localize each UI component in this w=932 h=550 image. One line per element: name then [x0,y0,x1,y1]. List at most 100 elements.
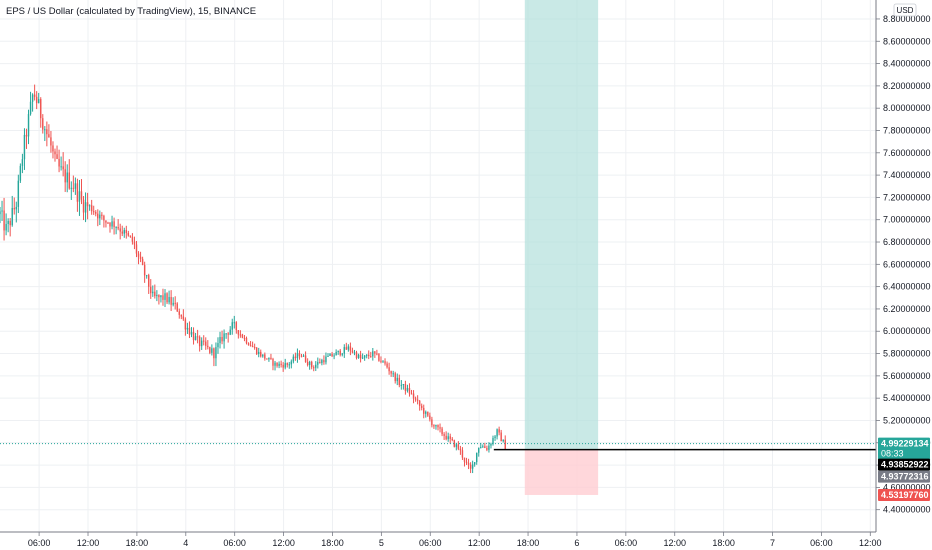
y-tick-label: 6.60000000 [883,259,931,269]
candle-body [3,210,5,231]
candle-body [152,291,154,294]
candle-body [280,363,282,365]
candle-body [72,187,75,189]
candle-body [92,211,95,213]
candle-body [284,363,286,368]
candle-body [365,354,368,356]
x-tick-label: 18:00 [126,538,149,548]
currency-badge[interactable]: USD [893,3,917,17]
candle-body [133,241,136,245]
candle-body [288,364,290,366]
candle-body [44,129,46,131]
candle-body [184,319,187,330]
candle-body [276,362,278,366]
candle-body [176,303,178,312]
x-tick-label: 18:00 [321,538,344,548]
candle-body [447,436,449,440]
candle-body [333,355,335,357]
candle-body [237,330,240,335]
candle-body [233,322,235,324]
candle-body [390,371,392,374]
candle-body [408,388,411,394]
candle-body [111,221,113,227]
candle-body [251,346,254,348]
candle-body [211,348,213,353]
candle-body [484,446,486,448]
candle-body [345,347,348,350]
candle-body [1,210,3,212]
candle-body [150,286,152,294]
candle-body [62,166,64,170]
candle-body [335,351,337,356]
price-badge: 4.93852922 [878,458,930,471]
candle-body [247,343,250,346]
candle-body [302,355,305,357]
candle-body [64,169,66,183]
candle-body [315,364,317,368]
candle-body [294,356,297,359]
position-zones[interactable] [524,0,599,495]
candle-body [457,444,460,449]
candle-body [416,399,419,401]
grid [0,0,876,532]
candle-body [262,354,264,357]
candle-body [90,205,93,212]
candle-body [109,222,111,227]
candle-body [343,347,346,354]
candle-body [0,211,1,215]
y-tick-label: 6.00000000 [883,326,931,336]
candle-body [68,172,70,189]
candle-body [221,336,223,342]
candle-body [186,327,189,330]
candle-body [412,393,415,399]
candle-body [11,207,13,226]
candle-body [170,297,172,305]
candle-body [23,134,26,160]
candle-body [337,350,339,352]
candle-body [17,180,20,207]
candle-body [347,346,350,350]
candle-body [325,356,327,363]
candle-body [363,355,366,358]
candle-body [463,457,466,462]
price-badge-label: 4.93852922 [881,460,929,470]
candle-body [56,154,58,159]
x-tick-label: 6 [574,538,579,548]
candle-body [353,352,356,354]
candle-body [423,407,425,414]
candle-body [27,114,30,137]
candle-body [394,373,396,382]
loss-zone [524,449,599,495]
candle-body [143,264,146,276]
candle-body [115,226,117,228]
candle-body [135,244,138,254]
candle-body [319,362,321,364]
candle-body [253,346,256,348]
candle-body [129,235,132,237]
candle-body [323,360,325,363]
candle-body [445,435,447,440]
candle-body [188,327,191,335]
candle-body [141,258,144,265]
candle-body [502,439,504,442]
candle-body [300,356,303,358]
candle-body [35,96,38,104]
candle-body [164,293,166,300]
candle-body [278,363,280,366]
y-tick-label: 7.80000000 [883,125,931,135]
candle-body [429,415,431,420]
chart-title: EPS / US Dollar (calculated by TradingVi… [6,6,256,17]
candle-body [455,444,458,447]
candle-body [215,347,217,359]
y-tick-label: 8.80000000 [883,14,931,24]
candle-body [80,191,83,200]
candle-body [95,212,97,214]
candle-body [282,364,284,368]
candle-body [58,158,60,167]
candle-body [306,361,309,366]
candle-body [400,384,403,386]
candle-body [123,230,125,234]
candle-body [504,439,506,450]
candle-body [97,213,99,219]
